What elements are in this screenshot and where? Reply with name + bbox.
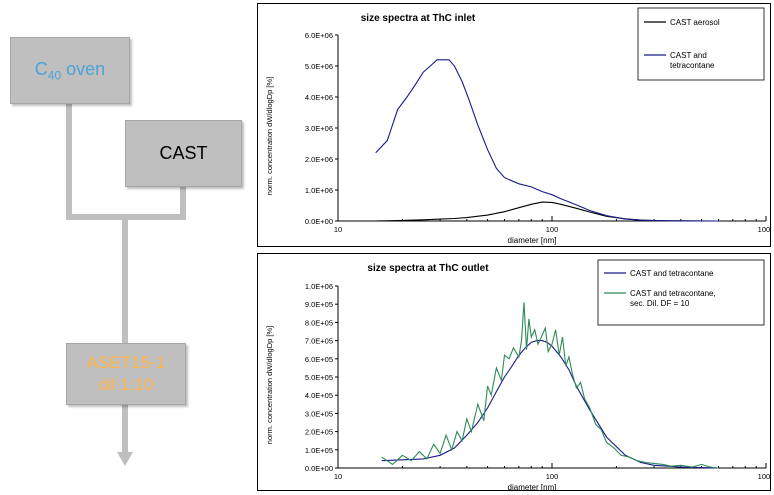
legend-label-1: CAST and tetracontane <box>630 269 714 278</box>
y-axis-label: norm. concentration dW/dlogDp [%] <box>265 77 274 195</box>
chart-title: size spectra at ThC outlet <box>367 263 489 274</box>
x-tick-label: 10 <box>334 472 342 481</box>
aset-label: ASET15-1 <box>86 353 166 372</box>
x-tick-label: 1000 <box>758 472 770 481</box>
y-tick-label: 0.0E+00 <box>305 217 333 226</box>
legend-label-2: CAST and <box>670 51 707 60</box>
y-tick-label: 1.0E+06 <box>305 186 333 195</box>
flow-diagram: C40 oven CAST ASET15-1 dil 1:10 <box>0 0 250 494</box>
x-axis-label: diameter [nm] <box>508 483 557 490</box>
x-tick-label: 100 <box>546 472 559 481</box>
aset-down-line <box>122 403 128 455</box>
y-tick-label: 1.0E+05 <box>305 446 333 455</box>
cast-box: CAST <box>125 120 242 187</box>
y-tick-label: 0.0E+00 <box>305 464 333 473</box>
c40-down-line <box>66 102 72 218</box>
series-line-1 <box>381 340 719 469</box>
inlet-chart-svg: size spectra at ThC inlet 0.0E+00 1.0E+06 2… <box>265 7 774 245</box>
merge-horizontal-line <box>66 214 186 220</box>
x-tick-label: 10 <box>334 225 342 234</box>
y-tick-label: 6.0E+05 <box>305 355 333 364</box>
y-tick-label: 6.0E+06 <box>305 31 333 40</box>
y-tick-label: 4.0E+05 <box>305 391 333 400</box>
y-tick-label: 8.0E+05 <box>305 318 333 327</box>
legend-label-2: tetracontane <box>670 61 715 70</box>
outlet-chart-svg: size spectra at ThC outlet 0.0E+00 1.0E+05… <box>265 259 774 492</box>
series-line-2 <box>381 302 719 469</box>
y-axis-label: norm. concentration dW/dlogDp [%] <box>265 326 274 444</box>
c40-oven-label: C40 oven <box>34 58 106 83</box>
y-tick-label: 2.0E+06 <box>305 155 333 164</box>
series-line-2 <box>375 59 719 222</box>
y-tick-label: 1.0E+06 <box>305 282 333 291</box>
inlet-chart: size spectra at ThC inlet 0.0E+00 1.0E+06 2… <box>257 3 774 247</box>
cast-down-line <box>180 185 186 218</box>
x-tick-label: 1000 <box>758 225 770 234</box>
y-tick-label: 5.0E+05 <box>305 373 333 382</box>
legend-label-2: CAST and tetracontane, <box>630 289 716 298</box>
legend-label-1: CAST aerosol <box>670 18 720 27</box>
outlet-chart: size spectra at ThC outlet 0.0E+00 1.0E+05… <box>257 253 774 492</box>
y-tick-label: 3.0E+06 <box>305 124 333 133</box>
y-tick-label: 5.0E+06 <box>305 62 333 71</box>
legend-box <box>637 7 765 81</box>
y-tick-label: 2.0E+05 <box>305 428 333 437</box>
y-tick-label: 4.0E+06 <box>305 93 333 102</box>
y-tick-label: 7.0E+05 <box>305 337 333 346</box>
y-tick-label: 3.0E+05 <box>305 409 333 418</box>
merge-down-line <box>122 218 128 343</box>
legend-label-2: sec. Dil. DF = 10 <box>630 299 690 308</box>
series-line-1 <box>375 201 719 222</box>
x-tick-label: 100 <box>546 225 559 234</box>
cast-label: CAST <box>159 143 208 163</box>
aset-box: ASET15-1 dil 1:10 <box>66 343 186 405</box>
arrow-down-icon <box>117 452 133 466</box>
y-tick-label: 9.0E+05 <box>305 300 333 309</box>
aset-dilution-label: dil 1:10 <box>98 375 154 394</box>
x-axis-label: diameter [nm] <box>508 236 557 245</box>
c40-oven-box: C40 oven <box>10 37 130 104</box>
chart-title: size spectra at ThC inlet <box>361 13 476 24</box>
